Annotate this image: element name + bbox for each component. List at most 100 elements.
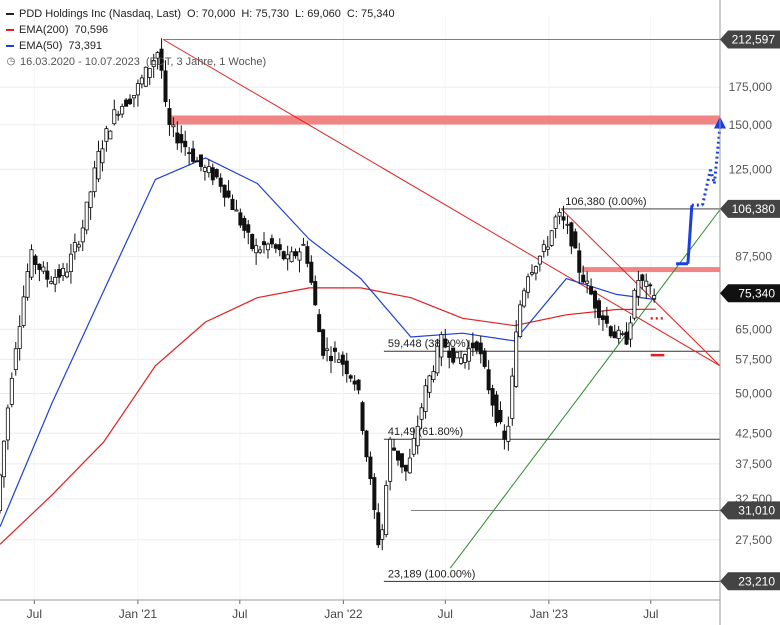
candle-body [147, 68, 152, 78]
candle-body [0, 474, 3, 512]
candle-body [5, 407, 10, 441]
candle-body [29, 249, 34, 278]
candle-body [466, 348, 471, 362]
candle-body [84, 201, 89, 231]
candle-body [478, 342, 483, 355]
candle-body [439, 334, 444, 358]
candle-body [522, 290, 527, 307]
candle-body [206, 166, 211, 174]
candle-body [652, 295, 657, 299]
x-tick-label: Jan '23 [530, 607, 569, 621]
candle-body [313, 281, 318, 306]
candle-body [195, 160, 200, 163]
open-value: O: 70,000 [187, 8, 236, 20]
candle-body [104, 128, 109, 142]
candle-body [514, 331, 519, 387]
candle-body [116, 113, 121, 116]
y-tick-label: 125,000 [729, 162, 773, 176]
ema50-swatch [6, 45, 14, 47]
candle-body [407, 457, 412, 474]
candle-body [376, 512, 381, 546]
candle-body [218, 177, 223, 187]
candle-body [124, 99, 129, 107]
x-tick-label: Jul [438, 607, 453, 621]
candle-body [451, 347, 456, 363]
candle-body [636, 280, 641, 297]
candle-body [399, 453, 404, 468]
candle-body [352, 380, 357, 385]
candle-body [17, 326, 22, 349]
candle-body [139, 77, 144, 85]
candle-body [395, 450, 400, 461]
candle-body [143, 66, 148, 87]
candle-body [37, 263, 42, 270]
candle-body [53, 276, 58, 285]
candle-body [214, 169, 219, 178]
candle-body [569, 222, 574, 247]
candle-body [112, 109, 117, 125]
candle-body [533, 266, 538, 274]
candle-body [179, 134, 184, 144]
candle-body [96, 150, 101, 180]
candle-body [41, 266, 46, 272]
candle-body [415, 425, 420, 447]
candle-body [526, 276, 531, 293]
candle-body [529, 272, 534, 275]
candle-body [269, 238, 274, 245]
candle-body [537, 255, 542, 265]
candle-body [325, 348, 330, 351]
candle-body [329, 355, 334, 362]
candle-body [411, 438, 416, 455]
candle-body [49, 281, 54, 284]
candle-body [187, 152, 192, 155]
price-tag-label: 212,597 [732, 33, 776, 47]
fib-level-label: 106,380 (0.00%) [565, 196, 646, 208]
y-tick-label: 37,500 [735, 457, 772, 471]
y-tick-label: 42,500 [735, 426, 772, 440]
candle-body [490, 388, 495, 406]
candle-body [368, 456, 373, 480]
candle-body [506, 425, 511, 442]
candle-body [108, 130, 113, 140]
y-tick-label: 150,000 [729, 118, 773, 132]
candle-body [518, 304, 523, 337]
candle-body [565, 223, 570, 226]
candle-body [612, 331, 617, 339]
x-tick-label: Jul [27, 607, 42, 621]
candle-body [301, 243, 306, 246]
price-tag-label: 75,340 [738, 286, 775, 300]
candle-body [427, 375, 432, 393]
candle-body [632, 289, 637, 319]
candle-body [68, 253, 73, 272]
legend-ema200-row: EMA(200) 70,596 [6, 22, 395, 38]
candle-body [309, 261, 314, 283]
candle-body [380, 529, 385, 540]
low-value: L: 69,060 [295, 8, 341, 20]
candle-body [581, 274, 586, 283]
trendline [162, 39, 721, 367]
candle-body [431, 371, 436, 380]
candle-body [364, 430, 369, 458]
candle-body [620, 333, 625, 335]
close-value: C: 75,340 [346, 8, 395, 20]
candle-body [403, 464, 408, 472]
candle-body [545, 246, 550, 250]
trendline [449, 209, 721, 569]
price-tag [720, 284, 780, 303]
candle-body [321, 329, 326, 356]
candle-body [258, 249, 263, 253]
candle-body [577, 250, 582, 273]
ema200-line [0, 287, 656, 545]
y-tick-label: 57,500 [735, 352, 772, 366]
moving-averages [0, 157, 656, 545]
price-tag-label: 31,010 [738, 503, 775, 517]
candle-body [372, 477, 377, 511]
ema200-label: EMA(200) [19, 24, 69, 36]
candle-body [332, 347, 337, 352]
ema200-value: 70,596 [74, 24, 109, 36]
candle-body [462, 354, 467, 363]
candle-body [265, 243, 270, 251]
candle-body [348, 375, 353, 379]
candle-body [317, 314, 322, 333]
